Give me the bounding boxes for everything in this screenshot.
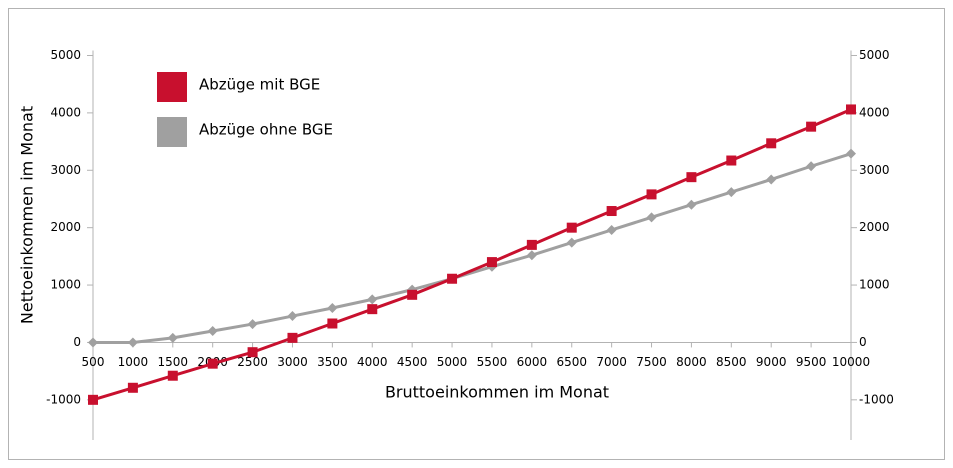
y2-tick-label: 2000 bbox=[859, 220, 890, 234]
x-tick-label: 1500 bbox=[158, 355, 189, 369]
data-point bbox=[686, 172, 697, 183]
data-point bbox=[247, 319, 258, 330]
x-tick-label: 9000 bbox=[756, 355, 787, 369]
y-tick-label: 2000 bbox=[50, 220, 81, 234]
data-point bbox=[846, 104, 856, 115]
data-point bbox=[486, 257, 497, 268]
data-point bbox=[526, 239, 537, 250]
x-tick-label: 1000 bbox=[118, 355, 149, 369]
x-tick-label: 4000 bbox=[357, 355, 388, 369]
y2-tick-label: 0 bbox=[859, 335, 867, 349]
data-point bbox=[526, 250, 537, 261]
data-point bbox=[367, 304, 378, 315]
legend-label: Abzüge ohne BGE bbox=[199, 121, 333, 139]
y2-tick-label: 5000 bbox=[859, 48, 890, 62]
legend-swatch bbox=[157, 117, 187, 147]
x-tick-label: 5500 bbox=[477, 355, 508, 369]
data-point bbox=[846, 148, 856, 159]
data-point bbox=[287, 311, 298, 322]
data-point bbox=[327, 303, 338, 314]
x-axis-title: Bruttoeinkommen im Monat bbox=[385, 383, 609, 402]
series-line bbox=[93, 152, 852, 344]
x-tick-label: 8000 bbox=[676, 355, 707, 369]
y2-tick-label: 3000 bbox=[859, 163, 890, 177]
x-tick-label: 6500 bbox=[556, 355, 587, 369]
x-tick-label: 10000 bbox=[832, 355, 870, 369]
y-axis-title: Nettoeinkommen im Monat bbox=[18, 106, 37, 324]
x-tick-label: 4500 bbox=[397, 355, 428, 369]
data-point bbox=[726, 155, 737, 166]
legend-label: Abzüge mit BGE bbox=[199, 76, 320, 94]
data-point bbox=[606, 206, 617, 217]
y2-tick-label: 4000 bbox=[859, 105, 890, 119]
data-point bbox=[247, 347, 258, 358]
y-tick-label: 3000 bbox=[50, 163, 81, 177]
data-point bbox=[606, 224, 617, 235]
y-tick-label: -1000 bbox=[46, 392, 81, 406]
data-point bbox=[287, 332, 298, 343]
data-point bbox=[367, 294, 378, 305]
x-tick-label: 6000 bbox=[517, 355, 548, 369]
series-line bbox=[92, 108, 852, 402]
y2-tick-label: 1000 bbox=[859, 278, 890, 292]
data-point bbox=[566, 222, 577, 233]
x-tick-label: 500 bbox=[82, 355, 105, 369]
data-point bbox=[726, 187, 737, 198]
x-tick-label: 9500 bbox=[796, 355, 827, 369]
legend-swatch bbox=[157, 72, 187, 102]
data-point bbox=[167, 332, 178, 343]
y-tick-label: 1000 bbox=[50, 278, 81, 292]
x-tick-label: 7000 bbox=[596, 355, 627, 369]
data-point bbox=[407, 289, 418, 300]
x-tick-label: 8500 bbox=[716, 355, 747, 369]
x-tick-label: 7500 bbox=[636, 355, 667, 369]
x-tick-label: 3000 bbox=[277, 355, 308, 369]
data-point bbox=[207, 325, 218, 336]
x-tick-label: 3500 bbox=[317, 355, 348, 369]
x-tick-label: 2500 bbox=[237, 355, 268, 369]
data-point bbox=[88, 337, 98, 348]
data-point bbox=[646, 189, 657, 200]
y2-tick-label: -1000 bbox=[859, 392, 894, 406]
data-point bbox=[566, 237, 577, 248]
y-tick-label: 0 bbox=[73, 335, 81, 349]
data-point bbox=[127, 337, 138, 348]
y-tick-label: 5000 bbox=[50, 48, 81, 62]
data-point bbox=[766, 174, 777, 185]
data-point bbox=[88, 394, 98, 405]
data-point bbox=[447, 273, 458, 284]
data-point bbox=[646, 212, 657, 223]
data-point bbox=[167, 370, 178, 381]
x-tick-label: 5000 bbox=[437, 355, 468, 369]
data-point bbox=[327, 318, 338, 329]
data-point bbox=[127, 382, 138, 393]
y-tick-label: 4000 bbox=[50, 105, 81, 119]
data-point bbox=[686, 199, 697, 210]
data-point bbox=[806, 161, 817, 172]
data-point bbox=[207, 358, 218, 369]
data-point bbox=[766, 138, 777, 149]
data-point bbox=[806, 121, 817, 132]
